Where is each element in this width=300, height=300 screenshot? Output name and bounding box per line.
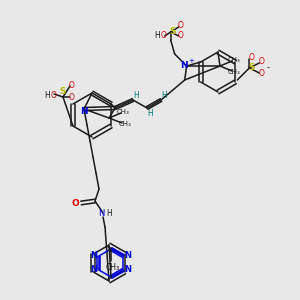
Text: O: O — [161, 32, 167, 40]
Text: S: S — [60, 86, 66, 95]
Text: O: O — [178, 32, 184, 40]
Text: O: O — [248, 53, 254, 62]
Text: O: O — [258, 70, 264, 79]
Text: CH₃: CH₃ — [119, 121, 131, 127]
Text: S: S — [169, 28, 176, 37]
Text: N: N — [80, 106, 88, 116]
Text: O: O — [69, 92, 75, 101]
Text: N: N — [90, 251, 98, 260]
Text: N: N — [124, 251, 132, 260]
Text: O: O — [71, 199, 79, 208]
Text: CH₃: CH₃ — [106, 262, 120, 272]
Text: H: H — [161, 91, 167, 100]
Text: CH₃: CH₃ — [228, 57, 240, 63]
Text: H: H — [154, 32, 160, 40]
Text: CH₃: CH₃ — [228, 69, 240, 75]
Text: N: N — [90, 266, 98, 274]
Text: H: H — [133, 91, 139, 100]
Text: H: H — [44, 91, 50, 100]
Text: S: S — [248, 64, 255, 73]
Text: N: N — [124, 266, 132, 274]
Text: +: + — [189, 58, 195, 64]
Text: N: N — [180, 61, 188, 70]
Text: O: O — [51, 91, 57, 100]
Text: N: N — [98, 208, 104, 217]
Text: -: - — [267, 64, 270, 73]
Text: O: O — [178, 22, 184, 31]
Text: CH₃: CH₃ — [117, 109, 129, 115]
Text: O: O — [258, 58, 264, 67]
Text: H: H — [147, 110, 153, 118]
Text: H: H — [106, 208, 112, 217]
Text: O: O — [69, 80, 75, 89]
